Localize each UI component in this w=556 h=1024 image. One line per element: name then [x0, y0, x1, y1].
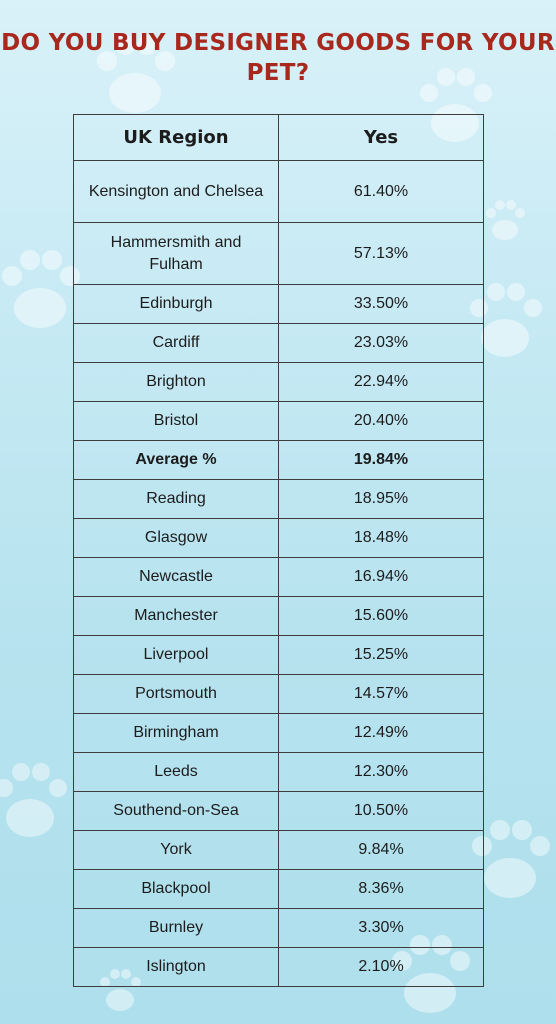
region-cell: Liverpool — [73, 635, 279, 675]
region-cell: Glasgow — [73, 518, 279, 558]
region-cell: Brighton — [73, 362, 279, 402]
table-row: Liverpool 15.25% — [73, 635, 484, 675]
yes-percent-cell: 15.25% — [278, 635, 484, 675]
yes-percent-cell: 61.40% — [278, 160, 484, 223]
region-cell: York — [73, 830, 279, 870]
table-row: Cardiff 23.03% — [73, 323, 484, 363]
table-row: Reading 18.95% — [73, 479, 484, 519]
region-cell: Bristol — [73, 401, 279, 441]
region-cell: Newcastle — [73, 557, 279, 597]
region-cell: Southend-on-Sea — [73, 791, 279, 831]
region-cell: Manchester — [73, 596, 279, 636]
region-cell: Average % — [73, 440, 279, 480]
yes-percent-cell: 23.03% — [278, 323, 484, 363]
yes-percent-cell: 9.84% — [278, 830, 484, 870]
table-row: Newcastle 16.94% — [73, 557, 484, 597]
region-cell: Islington — [73, 947, 279, 987]
region-cell: Hammersmith and Fulham — [73, 222, 279, 285]
table-row: Leeds 12.30% — [73, 752, 484, 792]
yes-percent-cell: 12.49% — [278, 713, 484, 753]
table-row: Islington 2.10% — [73, 947, 484, 987]
region-cell: Kensington and Chelsea — [73, 160, 279, 223]
yes-percent-cell: 10.50% — [278, 791, 484, 831]
region-cell: Edinburgh — [73, 284, 279, 324]
table-row: York 9.84% — [73, 830, 484, 870]
table-row: Hammersmith and Fulham 57.13% — [73, 222, 484, 285]
region-cell: Leeds — [73, 752, 279, 792]
yes-percent-cell: 8.36% — [278, 869, 484, 909]
table-row: Birmingham 12.49% — [73, 713, 484, 753]
column-header-yes: Yes — [278, 114, 484, 161]
table-row: Southend-on-Sea 10.50% — [73, 791, 484, 831]
table-row: Bristol 20.40% — [73, 401, 484, 441]
yes-percent-cell: 15.60% — [278, 596, 484, 636]
table-row: Edinburgh 33.50% — [73, 284, 484, 324]
column-header-region: UK Region — [73, 114, 279, 161]
average-row: Average % 19.84% — [73, 440, 484, 480]
designer-goods-table: UK Region Yes Kensington and Chelsea 61.4… — [73, 114, 484, 987]
page-title: DO YOU BUY DESIGNER GOODS FOR YOUR PET? — [1, 30, 555, 86]
yes-percent-cell: 18.95% — [278, 479, 484, 519]
yes-percent-cell: 33.50% — [278, 284, 484, 324]
yes-percent-cell: 16.94% — [278, 557, 484, 597]
table-row: Blackpool 8.36% — [73, 869, 484, 909]
yes-percent-cell: 3.30% — [278, 908, 484, 948]
table-row: Glasgow 18.48% — [73, 518, 484, 558]
table-row: Manchester 15.60% — [73, 596, 484, 636]
yes-percent-cell: 19.84% — [278, 440, 484, 480]
yes-percent-cell: 22.94% — [278, 362, 484, 402]
region-cell: Blackpool — [73, 869, 279, 909]
table-body: Kensington and Chelsea 61.40% Hammersmith … — [73, 160, 484, 987]
region-cell: Cardiff — [73, 323, 279, 363]
yes-percent-cell: 12.30% — [278, 752, 484, 792]
yes-percent-cell: 18.48% — [278, 518, 484, 558]
yes-percent-cell: 14.57% — [278, 674, 484, 714]
region-cell: Portsmouth — [73, 674, 279, 714]
yes-percent-cell: 2.10% — [278, 947, 484, 987]
table-row: Portsmouth 14.57% — [73, 674, 484, 714]
yes-percent-cell: 20.40% — [278, 401, 484, 441]
region-cell: Reading — [73, 479, 279, 519]
region-cell: Burnley — [73, 908, 279, 948]
table-row: Burnley 3.30% — [73, 908, 484, 948]
table-header-row: UK Region Yes — [73, 114, 484, 161]
region-cell: Birmingham — [73, 713, 279, 753]
yes-percent-cell: 57.13% — [278, 222, 484, 285]
table-row: Kensington and Chelsea 61.40% — [73, 160, 484, 223]
table-row: Brighton 22.94% — [73, 362, 484, 402]
